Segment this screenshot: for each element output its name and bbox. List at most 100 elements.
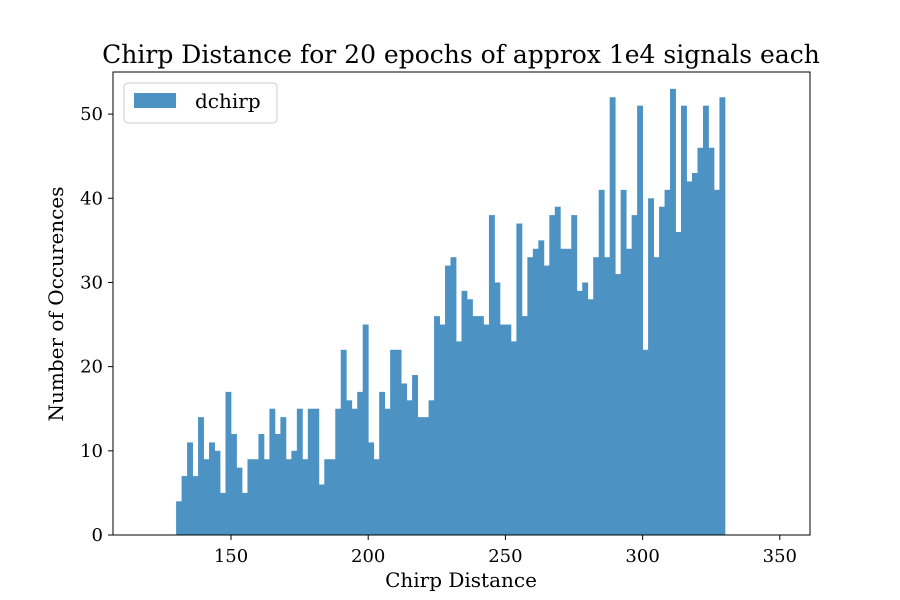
histogram-bar xyxy=(565,248,572,536)
histogram-bar xyxy=(230,433,237,535)
histogram-bar xyxy=(368,442,375,535)
histogram-bar xyxy=(510,341,517,535)
y-tick-label: 30 xyxy=(80,272,103,293)
histogram-bar xyxy=(214,450,221,535)
histogram-bar xyxy=(571,215,578,536)
histogram-bar xyxy=(335,408,342,535)
histogram-bar xyxy=(697,147,704,535)
histogram-bar xyxy=(587,299,594,535)
histogram-bar xyxy=(373,459,380,535)
histogram-bar xyxy=(626,248,633,536)
histogram-bar xyxy=(263,459,270,535)
histogram-bar xyxy=(456,341,462,535)
histogram-bar xyxy=(499,324,506,535)
histogram-bar xyxy=(428,400,435,535)
x-tick-label: 200 xyxy=(351,546,385,567)
histogram-bar xyxy=(713,189,720,535)
histogram-bar xyxy=(302,459,309,535)
plot-frame xyxy=(112,71,811,536)
histogram-bar xyxy=(521,316,528,535)
histogram-bar xyxy=(708,147,715,535)
histogram-bar xyxy=(450,257,457,535)
x-axis-label: Chirp Distance xyxy=(385,568,537,592)
histogram-bar xyxy=(686,181,693,535)
histogram-bar xyxy=(615,274,622,535)
histogram-bar xyxy=(664,189,671,535)
histogram-bar xyxy=(198,417,204,535)
histogram-bar xyxy=(379,391,386,535)
histogram-bar xyxy=(401,383,408,535)
histogram-bar xyxy=(692,173,698,535)
histogram-bar xyxy=(176,501,183,535)
histogram-bar xyxy=(631,215,638,536)
legend-swatch xyxy=(134,93,176,108)
histogram-bar xyxy=(560,248,567,536)
histogram-bar xyxy=(406,400,413,535)
histogram-bar xyxy=(439,324,446,535)
histogram-bar xyxy=(296,408,303,535)
histogram-bar xyxy=(702,105,709,535)
histogram-bar xyxy=(351,408,358,535)
histogram-bar xyxy=(225,391,232,535)
histogram-bar xyxy=(285,459,292,535)
histogram-bar xyxy=(554,206,561,535)
histogram-bar xyxy=(274,433,281,535)
histogram-bar xyxy=(412,375,418,535)
y-tick-label: 40 xyxy=(80,188,103,209)
histogram-bar xyxy=(340,349,347,535)
histogram-bar xyxy=(466,299,473,535)
x-tick-label: 150 xyxy=(214,546,248,567)
histogram-bar xyxy=(236,467,243,535)
histogram-bar xyxy=(313,408,320,535)
histogram-bar xyxy=(609,97,616,535)
histogram-bar xyxy=(477,316,484,535)
bars-group xyxy=(176,88,726,536)
histogram-bar xyxy=(648,198,654,536)
x-axis: 150 200 250 300 350 xyxy=(214,535,797,567)
histogram-bar xyxy=(395,349,402,535)
histogram-bar xyxy=(461,290,468,535)
histogram-bar xyxy=(642,349,649,535)
legend: dchirp xyxy=(123,82,278,124)
x-tick-label: 350 xyxy=(763,546,797,567)
histogram-bar xyxy=(472,316,479,535)
y-tick-label: 0 xyxy=(92,525,103,546)
histogram-bar xyxy=(719,97,726,535)
histogram-bar xyxy=(549,215,556,536)
histogram-bar xyxy=(637,105,644,535)
histogram-bar xyxy=(527,257,534,535)
y-tick-label: 50 xyxy=(80,104,103,125)
histogram-bar xyxy=(543,265,550,535)
histogram-bar xyxy=(576,290,583,535)
histogram-bar xyxy=(593,257,600,535)
histogram-bar xyxy=(318,484,325,535)
legend-label: dchirp xyxy=(195,89,261,113)
histogram-bar xyxy=(247,459,254,535)
histogram-bar xyxy=(488,215,495,536)
x-tick-label: 300 xyxy=(625,546,659,567)
histogram-bar xyxy=(538,240,545,535)
histogram-bar xyxy=(532,248,539,536)
histogram-bar xyxy=(598,189,605,535)
histogram-bar xyxy=(390,349,397,535)
histogram-bar xyxy=(494,282,501,535)
histogram-bar xyxy=(653,257,660,535)
chart-title: Chirp Distance for 20 epochs of approx 1… xyxy=(102,40,820,69)
y-axis: 0 10 20 30 40 50 xyxy=(80,104,113,546)
histogram-bar xyxy=(252,459,259,535)
histogram-bar xyxy=(307,408,314,535)
histogram-bar xyxy=(505,324,512,535)
histogram-bar xyxy=(280,417,287,535)
histogram-bar xyxy=(324,459,331,535)
histogram-bar xyxy=(417,417,424,535)
y-tick-label: 10 xyxy=(80,441,103,462)
histogram-bar xyxy=(681,105,687,535)
histogram-bar xyxy=(187,442,193,535)
y-tick-label: 20 xyxy=(80,357,103,378)
histogram-bar xyxy=(423,417,429,535)
histogram-bar xyxy=(209,442,215,535)
histogram-bar xyxy=(269,408,276,535)
histogram-bar xyxy=(258,433,265,535)
histogram-bar xyxy=(291,450,298,535)
